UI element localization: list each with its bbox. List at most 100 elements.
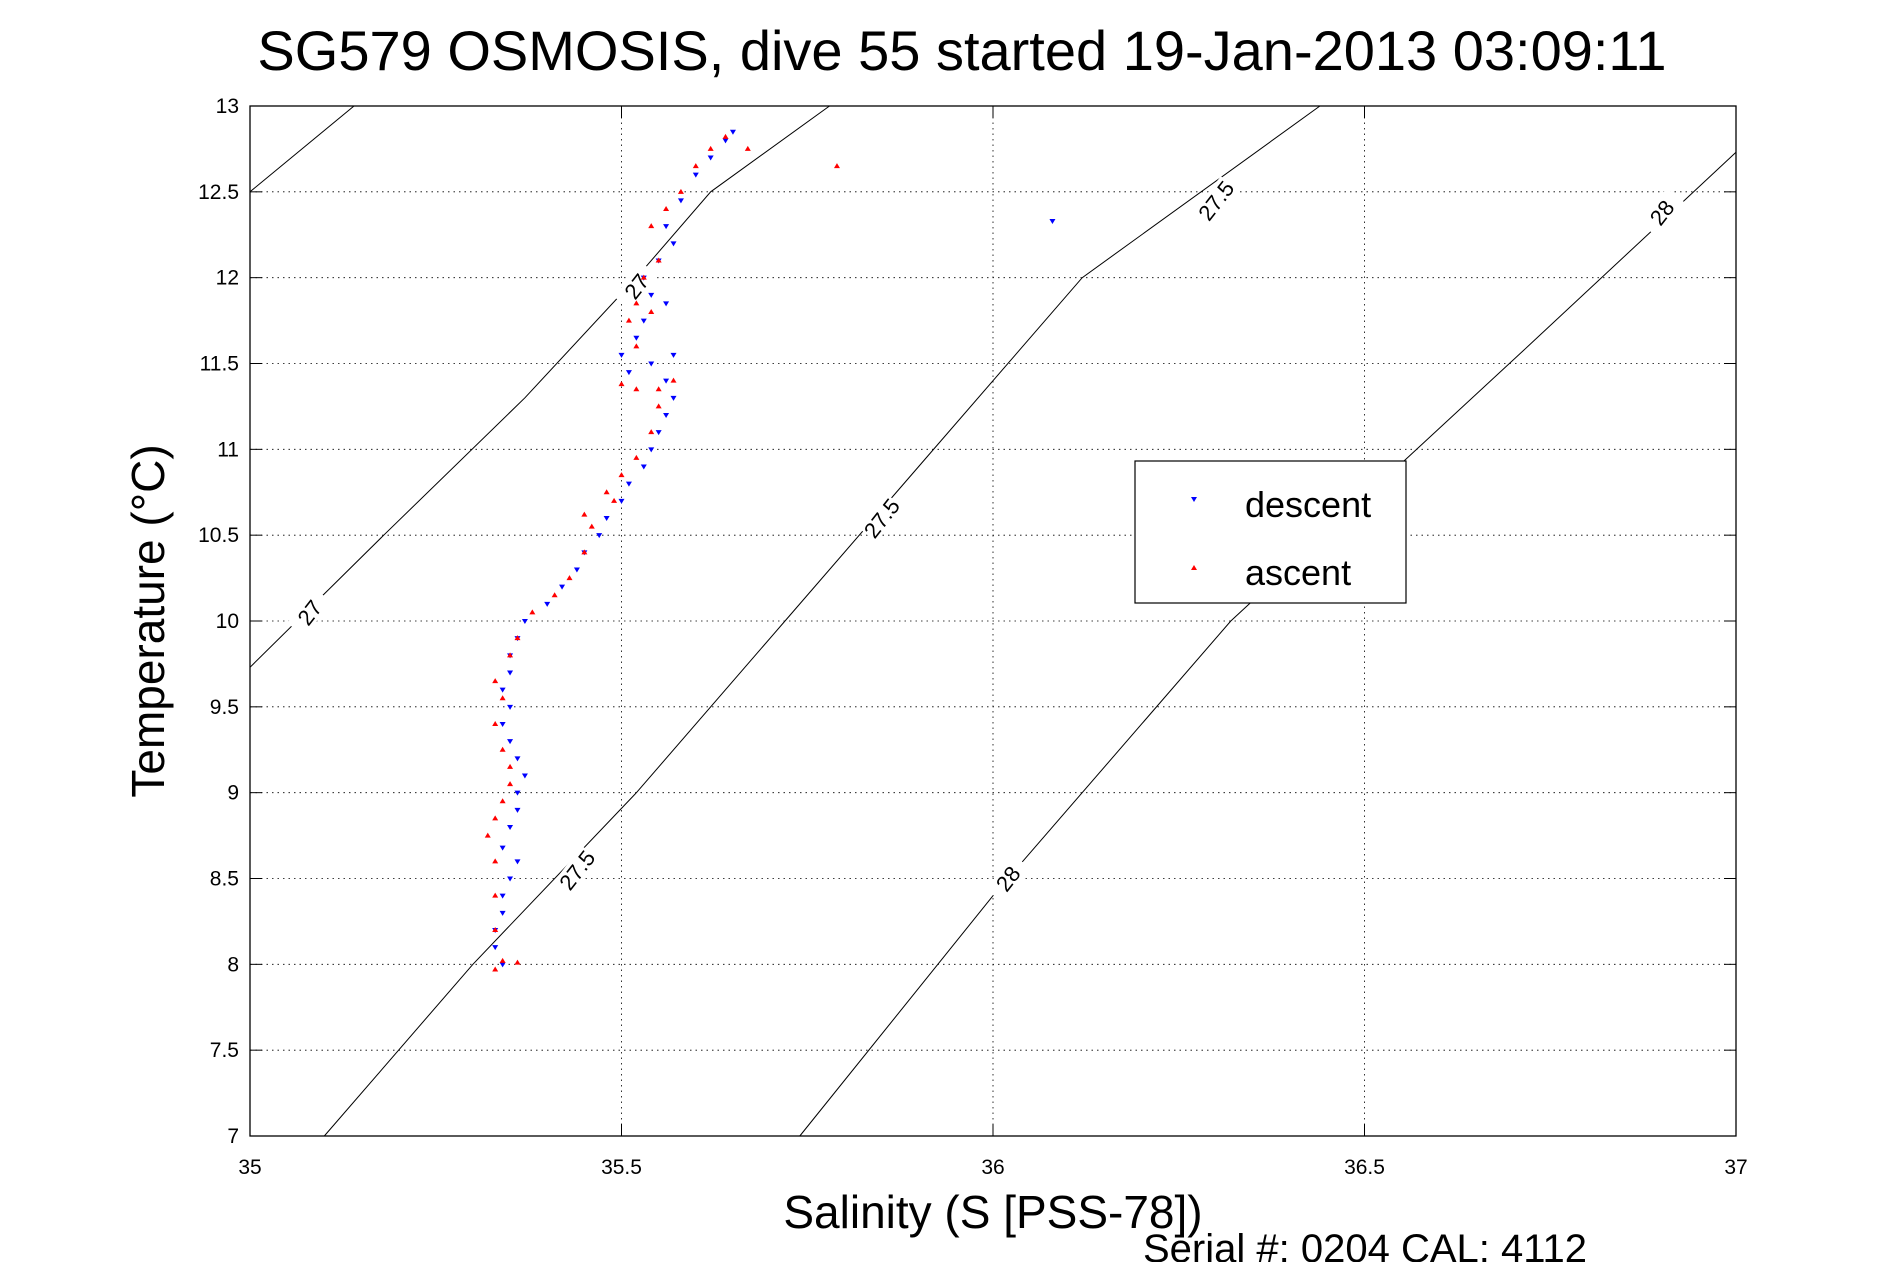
y-tick-label: 10 — [216, 610, 239, 633]
y-tick-label: 9.5 — [210, 696, 239, 719]
chart-title: SG579 OSMOSIS, dive 55 started 19-Jan-20… — [257, 19, 1666, 82]
descent-point — [1049, 219, 1056, 225]
y-tick-label: 13 — [216, 95, 239, 118]
descent-point — [544, 601, 551, 607]
y-tick-label: 8.5 — [210, 868, 239, 891]
ascent-point — [633, 343, 640, 349]
isopycnal-label-bg — [554, 845, 600, 895]
isopycnal-label-bg — [985, 854, 1031, 903]
descent-point — [559, 584, 566, 590]
ascent-point — [566, 575, 573, 581]
x-tick-label: 36.5 — [1344, 1156, 1385, 1179]
ascent-point — [744, 145, 751, 151]
x-tick-label: 35 — [238, 1156, 261, 1179]
descent-point — [507, 670, 514, 676]
descent-point — [499, 722, 506, 727]
isopycnal-label-bg — [859, 493, 904, 543]
ascent-point — [514, 959, 521, 965]
ascent-point — [507, 763, 514, 769]
ascent-point — [529, 609, 536, 615]
ascent-point — [633, 386, 640, 392]
x-axis-label: Salinity (S [PSS-78]) — [783, 1186, 1202, 1238]
y-tick-label: 11 — [217, 438, 239, 461]
isopycnal-line — [799, 151, 1737, 1137]
y-tick-label: 12.5 — [198, 181, 239, 204]
ascent-point — [677, 188, 684, 194]
x-tick-label: 35.5 — [601, 1156, 642, 1179]
ascent-point — [492, 721, 499, 726]
descent-point — [507, 825, 514, 830]
ascent-point — [707, 145, 714, 151]
ascent-point — [492, 858, 499, 864]
ascent-point — [655, 257, 662, 263]
y-tick-label: 9 — [227, 782, 239, 805]
descent-point — [655, 430, 662, 436]
descent-point — [640, 464, 647, 470]
descent-point — [596, 533, 603, 539]
data-points — [484, 129, 1056, 972]
descent-point — [514, 756, 521, 762]
isopycnal-label: 27.5 — [1193, 176, 1239, 225]
descent-point — [603, 516, 610, 521]
descent-point — [722, 138, 729, 144]
descent-point — [648, 292, 655, 298]
descent-point — [729, 129, 736, 135]
descent-point — [677, 198, 684, 204]
descent-point — [521, 619, 528, 624]
isopycnal-line — [323, 105, 1321, 1137]
ascent-point — [625, 317, 632, 323]
descent-point — [573, 567, 580, 573]
serial-footer: Serial #: 0204 CAL: 4112 — [1143, 1227, 1587, 1262]
descent-point — [499, 910, 506, 916]
ascent-point — [655, 403, 662, 409]
legend-ascent-marker — [1191, 565, 1197, 570]
descent-point — [707, 155, 714, 161]
descent-point — [507, 876, 514, 882]
ascent-point — [492, 927, 499, 932]
x-axis-ticks: 35 35.5 36 36.5 37 — [238, 106, 1748, 1179]
descent-point — [670, 241, 677, 247]
ascent-point — [618, 472, 625, 478]
ascent-point — [611, 497, 618, 503]
descent-point — [663, 301, 670, 307]
descent-point — [663, 224, 670, 230]
descent-point — [640, 318, 647, 324]
ascent-point — [640, 274, 647, 280]
isopycnal-label-bg — [287, 588, 332, 637]
descent-point — [663, 378, 670, 384]
ascent-point — [692, 163, 699, 169]
ascent-point — [581, 511, 588, 517]
y-tick-label: 8 — [227, 953, 239, 976]
y-axis-label: Temperature (°C) — [122, 444, 174, 797]
ascent-point — [603, 489, 610, 495]
ascent-point — [492, 815, 499, 821]
descent-point — [499, 687, 506, 693]
ascent-point — [670, 377, 677, 383]
ascent-point — [833, 163, 840, 169]
ascent-point — [633, 300, 640, 306]
ascent-point — [492, 678, 499, 684]
descent-point — [499, 893, 506, 899]
x-tick-label: 37 — [1724, 1156, 1747, 1179]
legend-box — [1134, 460, 1407, 604]
descent-point — [499, 962, 506, 968]
y-tick-label: 7.5 — [210, 1039, 239, 1062]
descent-point — [633, 335, 640, 341]
descent-point — [514, 859, 521, 865]
legend-descent-label: descent — [1245, 484, 1371, 525]
descent-point — [670, 352, 677, 358]
descent-point — [648, 447, 655, 453]
ascent-point — [507, 781, 514, 787]
isopycnal-line — [249, 105, 830, 668]
isopycnal-label: 27.5 — [859, 494, 905, 543]
x-tick-label: 36 — [981, 1156, 1004, 1179]
descent-point — [648, 361, 655, 367]
descent-point — [514, 790, 521, 796]
y-tick-label: 10.5 — [198, 524, 239, 547]
ascent-point — [648, 223, 655, 229]
ascent-point — [618, 381, 625, 387]
isopycnal-label-bg — [1639, 188, 1684, 237]
ascent-point — [499, 957, 506, 963]
descent-point — [521, 773, 528, 779]
descent-point — [618, 498, 625, 504]
